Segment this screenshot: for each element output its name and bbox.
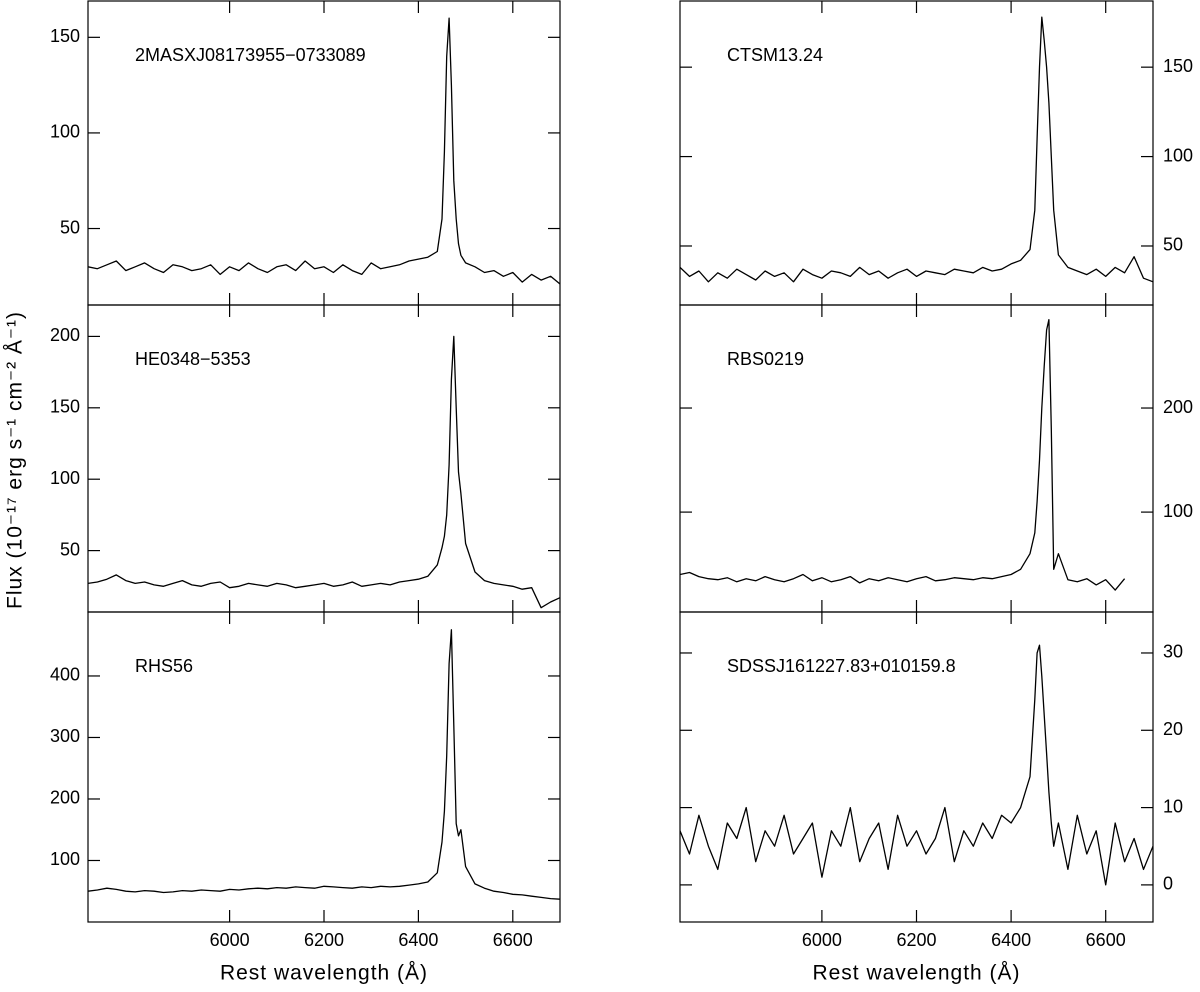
spectrum-line <box>680 318 1126 591</box>
panel-label: SDSSJ161227.83+010159.8 <box>727 656 956 676</box>
y-tick-label: 150 <box>50 397 80 417</box>
x-tick-label: 6600 <box>493 930 533 950</box>
y-tick-label: 200 <box>50 788 80 808</box>
x-tick-label: 6200 <box>304 930 344 950</box>
spectrum-line <box>680 644 1153 886</box>
panel-label: CTSM13.24 <box>727 45 823 65</box>
y-tick-label: 150 <box>50 26 80 46</box>
y-tick-label: 50 <box>60 539 80 559</box>
y-tick-label: 150 <box>1163 56 1193 76</box>
y-axis-label: Flux (10⁻¹⁷ erg s⁻¹ cm⁻² Å⁻¹) <box>4 311 27 609</box>
x-tick-label: 6400 <box>991 930 1031 950</box>
y-tick-label: 100 <box>50 468 80 488</box>
y-tick-label: 20 <box>1163 719 1183 739</box>
y-tick-label: 0 <box>1163 874 1173 894</box>
x-tick-label: 6000 <box>210 930 250 950</box>
spectrum-line <box>680 16 1153 283</box>
y-tick-label: 50 <box>60 217 80 237</box>
y-tick-label: 100 <box>50 122 80 142</box>
y-tick-label: 400 <box>50 665 80 685</box>
x-tick-label: 6000 <box>802 930 842 950</box>
x-tick-label: 6200 <box>896 930 936 950</box>
panel-label: 2MASXJ08173955−0733089 <box>135 45 366 65</box>
y-tick-label: 100 <box>1163 145 1193 165</box>
y-tick-label: 300 <box>50 726 80 746</box>
y-tick-label: 200 <box>50 325 80 345</box>
x-tick-label: 6400 <box>398 930 438 950</box>
x-axis-label: Rest wavelength (Å) <box>220 962 428 985</box>
y-tick-label: 10 <box>1163 796 1183 816</box>
y-tick-label: 100 <box>50 849 80 869</box>
spectrum-line <box>88 629 560 900</box>
y-tick-label: 50 <box>1163 235 1183 255</box>
panel-label: RHS56 <box>135 656 193 676</box>
y-tick-label: 200 <box>1163 397 1193 417</box>
spectrum-line <box>88 335 560 609</box>
x-tick-label: 6600 <box>1086 930 1126 950</box>
y-tick-label: 30 <box>1163 642 1183 662</box>
panel-label: RBS0219 <box>727 349 804 369</box>
y-tick-label: 100 <box>1163 501 1193 521</box>
x-axis-label: Rest wavelength (Å) <box>812 962 1020 985</box>
spectrum-line <box>88 17 560 285</box>
panel-label: HE0348−5353 <box>135 349 251 369</box>
